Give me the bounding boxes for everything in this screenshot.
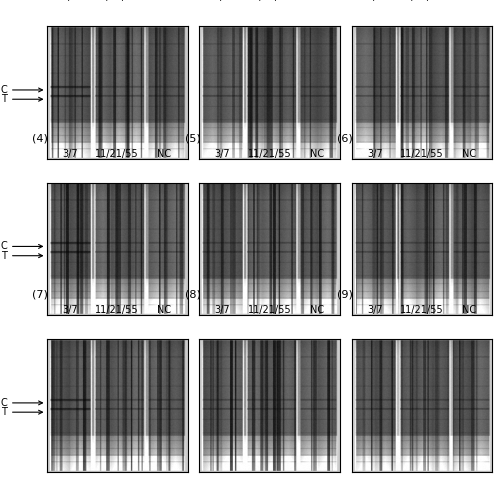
Text: 3/7: 3/7 [62,0,78,2]
Text: T: T [1,407,42,417]
Text: (5): (5) [185,133,200,143]
Text: 11/21/55: 11/21/55 [95,0,139,2]
Text: C: C [0,241,42,251]
Text: T: T [1,251,42,261]
Text: (8): (8) [185,289,201,299]
Text: NC: NC [462,149,476,159]
Text: 11/21/55: 11/21/55 [248,306,292,316]
Text: 11/21/55: 11/21/55 [95,149,139,159]
Text: (9): (9) [338,289,353,299]
Text: NC: NC [310,0,324,2]
Text: NC: NC [157,149,172,159]
Text: (4): (4) [32,133,48,143]
Text: C: C [0,398,42,408]
Text: 11/21/55: 11/21/55 [248,149,292,159]
Text: 3/7: 3/7 [62,149,78,159]
Text: NC: NC [310,149,324,159]
Text: NC: NC [462,306,476,316]
Text: 3/7: 3/7 [214,306,230,316]
Text: (6): (6) [338,133,353,143]
Text: 3/7: 3/7 [367,306,382,316]
Text: 11/21/55: 11/21/55 [400,306,444,316]
Text: NC: NC [157,0,172,2]
Text: T: T [1,94,42,104]
Text: (7): (7) [32,289,48,299]
Text: NC: NC [462,0,476,2]
Text: 11/21/55: 11/21/55 [95,306,139,316]
Text: 11/21/55: 11/21/55 [400,149,444,159]
Text: 11/21/55: 11/21/55 [400,0,444,2]
Text: C: C [0,85,42,95]
Text: 3/7: 3/7 [367,149,382,159]
Text: 3/7: 3/7 [62,306,78,316]
Text: 3/7: 3/7 [214,149,230,159]
Text: 3/7: 3/7 [214,0,230,2]
Text: 11/21/55: 11/21/55 [248,0,292,2]
Text: NC: NC [157,306,172,316]
Text: NC: NC [310,306,324,316]
Text: 3/7: 3/7 [367,0,382,2]
